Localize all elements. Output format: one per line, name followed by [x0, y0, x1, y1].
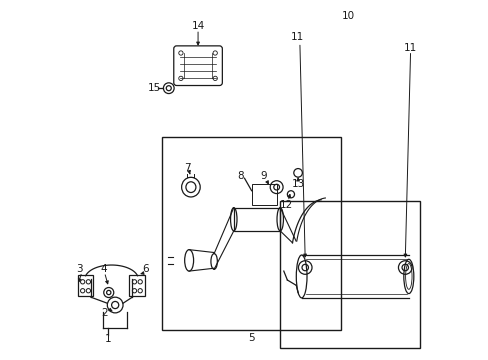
- Text: 8: 8: [237, 171, 244, 181]
- Bar: [129, 275, 145, 296]
- Text: 10: 10: [341, 11, 354, 21]
- Bar: [162, 137, 340, 330]
- Text: 9: 9: [260, 171, 266, 181]
- Text: 7: 7: [183, 163, 190, 173]
- Text: 3: 3: [76, 264, 82, 274]
- Text: 15: 15: [147, 83, 161, 93]
- Text: 11: 11: [403, 43, 416, 53]
- Text: 12: 12: [280, 200, 293, 210]
- Text: 4: 4: [100, 264, 106, 274]
- Text: 11: 11: [290, 32, 303, 42]
- Text: 2: 2: [101, 308, 107, 318]
- Text: 6: 6: [142, 264, 148, 274]
- Text: 14: 14: [191, 21, 204, 31]
- Text: 13: 13: [291, 179, 304, 189]
- Bar: [251, 184, 276, 205]
- Bar: [78, 275, 93, 296]
- Text: 5: 5: [248, 333, 254, 343]
- Text: 1: 1: [104, 334, 111, 344]
- Bar: [280, 202, 419, 348]
- Bar: [233, 208, 280, 231]
